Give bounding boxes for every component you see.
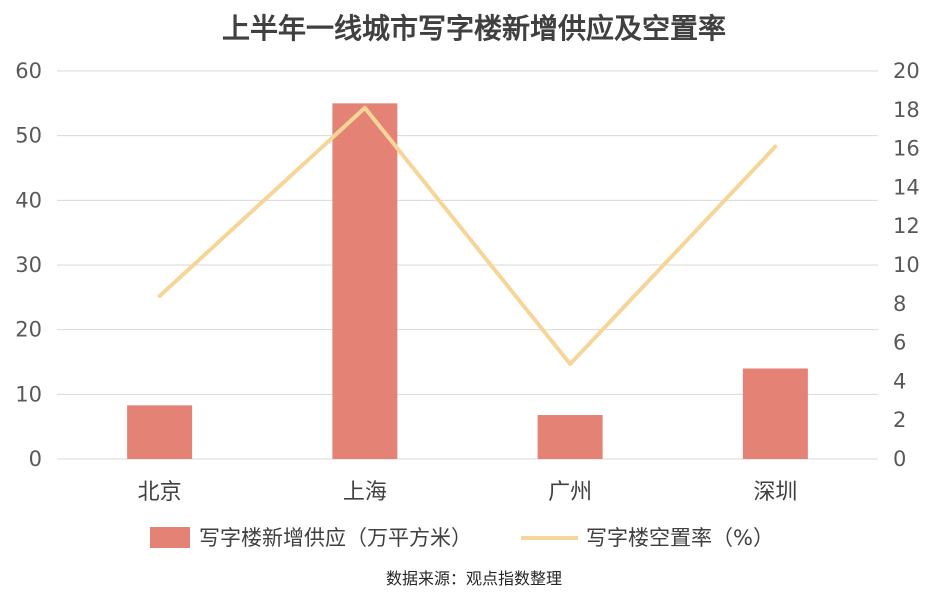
chart-title: 上半年一线城市写字楼新增供应及空置率 <box>222 12 726 45</box>
right-tick-label: 16 <box>893 137 920 161</box>
line-point <box>364 107 366 109</box>
left-tick-label: 60 <box>15 59 42 83</box>
category-label: 广州 <box>548 480 592 505</box>
left-tick-label: 40 <box>15 188 42 212</box>
right-tick-label: 8 <box>893 292 906 316</box>
left-axis-ticks: 0 10 20 30 40 50 60 <box>15 59 42 471</box>
category-label: 深圳 <box>753 480 797 505</box>
line-series <box>157 105 778 366</box>
bar <box>332 103 398 459</box>
line-point <box>159 295 161 297</box>
right-tick-label: 14 <box>893 175 920 199</box>
vacancy-line <box>157 105 778 366</box>
bar <box>537 415 603 459</box>
bar-series <box>127 103 808 459</box>
left-tick-label: 0 <box>29 447 42 471</box>
legend-line-label: 写字楼空置率（%） <box>586 526 774 550</box>
legend-bar-label: 写字楼新增供应（万平方米） <box>199 526 472 550</box>
left-tick-label: 20 <box>15 318 42 342</box>
category-label: 北京 <box>138 480 182 505</box>
category-labels: 北京 上海 广州 深圳 <box>138 480 798 505</box>
right-axis-ticks: 0 2 4 6 8 10 12 14 16 18 20 <box>893 59 920 471</box>
bar <box>742 368 808 459</box>
line-point <box>569 363 571 365</box>
legend-bar-swatch <box>150 527 190 548</box>
right-tick-label: 10 <box>893 253 920 277</box>
legend: 写字楼新增供应（万平方米） 写字楼空置率（%） <box>150 526 774 550</box>
right-tick-label: 4 <box>893 369 906 393</box>
left-tick-label: 10 <box>15 382 42 406</box>
right-tick-label: 2 <box>893 408 906 432</box>
category-label: 上海 <box>343 480 387 505</box>
source-note: 数据来源：观点指数整理 <box>386 569 562 588</box>
line-point <box>774 146 776 148</box>
right-tick-label: 18 <box>893 98 920 122</box>
bar <box>127 405 193 459</box>
right-tick-label: 6 <box>893 331 906 355</box>
right-tick-label: 12 <box>893 214 920 238</box>
left-tick-label: 50 <box>15 124 42 148</box>
right-tick-label: 20 <box>893 59 920 83</box>
left-tick-label: 30 <box>15 253 42 277</box>
right-tick-label: 0 <box>893 447 906 471</box>
